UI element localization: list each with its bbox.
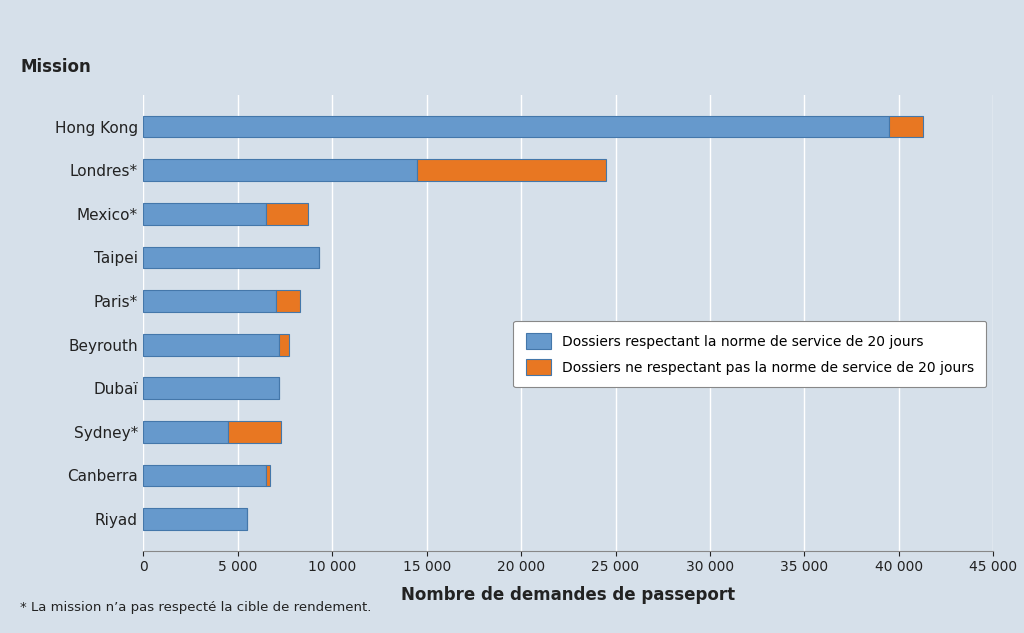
X-axis label: Nombre de demandes de passeport: Nombre de demandes de passeport xyxy=(401,586,735,603)
Bar xyxy=(143,160,417,181)
Bar xyxy=(143,334,280,356)
Bar xyxy=(417,160,606,181)
Bar xyxy=(143,290,275,312)
Text: Mission: Mission xyxy=(20,58,91,76)
Bar xyxy=(143,421,228,442)
Legend: Dossiers respectant la norme de service de 20 jours, Dossiers ne respectant pas : Dossiers respectant la norme de service … xyxy=(513,321,986,387)
Bar xyxy=(143,116,890,137)
Bar xyxy=(280,334,289,356)
Text: * La mission n’a pas respecté la cible de rendement.: * La mission n’a pas respecté la cible d… xyxy=(20,601,372,614)
Bar xyxy=(143,246,319,268)
Bar xyxy=(890,116,924,137)
Bar xyxy=(143,377,280,399)
Bar xyxy=(228,421,282,442)
Bar xyxy=(143,508,247,530)
Bar xyxy=(266,465,270,486)
Bar xyxy=(275,290,300,312)
Bar xyxy=(143,465,266,486)
Bar xyxy=(143,203,266,225)
Bar xyxy=(266,203,307,225)
